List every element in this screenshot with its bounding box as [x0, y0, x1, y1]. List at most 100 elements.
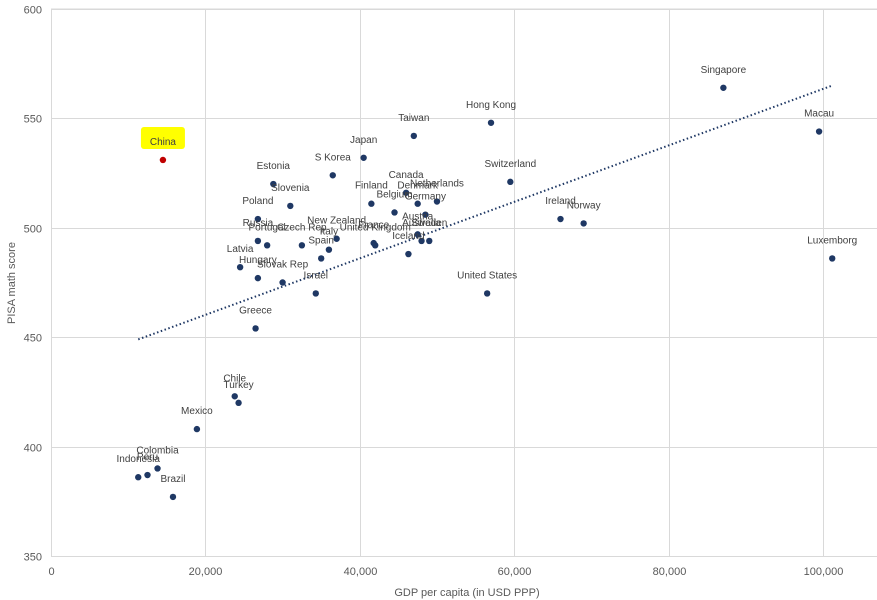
point-indonesia: [135, 474, 142, 481]
point-new-zealand: [333, 235, 340, 242]
label-australia: Australia: [402, 218, 441, 229]
point-poland: [254, 215, 262, 223]
point-singapore: [720, 84, 727, 91]
label-germany: Germany: [405, 192, 446, 203]
point-portugal: [263, 242, 271, 249]
y-tick-label: 500: [24, 224, 42, 236]
label-sweden: Sweden: [411, 218, 447, 229]
point-hungary: [254, 274, 262, 282]
point-czech-rep: [298, 242, 306, 249]
point-norway: [580, 220, 587, 227]
y-tick-label: 450: [24, 333, 42, 345]
label-s-korea: S Korea: [315, 152, 352, 163]
x-tick-label: 60,000: [498, 566, 532, 578]
label-new-zealand: New Zealand: [307, 216, 366, 227]
x-axis-title: GDP per capita (in USD PPP): [394, 587, 539, 599]
point-canada: [402, 189, 410, 196]
gridlines: [51, 8, 877, 557]
trendline-group: [137, 84, 833, 341]
label-israel: Israel: [304, 270, 328, 281]
point-latvia: [236, 263, 244, 271]
point-japan: [360, 154, 367, 161]
axis-ticks: 350 400 450 500 550 600 0 20,000 40,000 60,000 80,…: [24, 5, 844, 579]
label-mexico: Mexico: [181, 406, 213, 417]
label-colombia: Colombia: [136, 445, 179, 456]
point-china: [159, 156, 167, 164]
point-slovak-rep: [279, 279, 286, 286]
point-austria: [414, 231, 421, 238]
point-estonia: [270, 180, 277, 188]
label-portugal: Portugal: [249, 222, 286, 233]
point-ireland: [557, 215, 564, 223]
y-tick-label: 550: [24, 114, 42, 126]
data-points: China Singapore Macau Luxemborg Hong Kong Tai…: [117, 65, 857, 501]
label-ireland: Ireland: [545, 196, 576, 207]
x-tick-label: 80,000: [653, 566, 687, 578]
label-chile: Chile: [223, 373, 246, 384]
label-spain: Spain: [308, 235, 334, 246]
label-luxemborg: Luxemborg: [807, 235, 857, 246]
label-china: China: [150, 137, 177, 148]
point-macau: [815, 128, 823, 135]
x-tick-label: 0: [48, 566, 54, 578]
point-united-states: [483, 290, 491, 297]
label-poland: Poland: [242, 196, 273, 207]
label-peru: Peru: [137, 452, 158, 463]
label-russia: Russia: [243, 218, 274, 229]
point-colombia: [154, 465, 161, 472]
x-tick-label: 20,000: [189, 566, 223, 578]
point-spain: [317, 255, 325, 262]
label-canada: Canada: [389, 170, 424, 181]
x-tick-label: 40,000: [344, 566, 378, 578]
point-s-korea: [329, 172, 336, 179]
label-japan: Japan: [350, 135, 377, 146]
point-belgium: [391, 209, 398, 216]
label-netherlands: Netherlands: [410, 179, 464, 190]
label-iceland: Iceland: [392, 231, 424, 242]
label-slovak-rep: Slovak Rep: [257, 260, 309, 271]
label-switzerland: Switzerland: [484, 159, 536, 170]
label-united-states: United States: [457, 270, 517, 281]
point-hong-kong: [487, 119, 495, 126]
point-netherlands: [433, 198, 441, 205]
point-peru: [144, 471, 151, 479]
y-tick-label: 350: [24, 552, 42, 564]
point-brazil: [169, 493, 177, 501]
point-sweden: [426, 237, 433, 245]
point-italy: [325, 246, 333, 253]
point-switzerland: [507, 178, 514, 186]
label-hungary: Hungary: [239, 255, 277, 266]
label-italy: Italy: [320, 227, 338, 238]
label-brazil: Brazil: [160, 474, 185, 485]
y-tick-label: 400: [24, 443, 42, 455]
label-singapore: Singapore: [701, 65, 747, 76]
point-mexico: [193, 425, 201, 433]
point-chile: [231, 393, 238, 400]
label-austria: Austria: [402, 211, 434, 222]
point-greece: [252, 325, 259, 332]
label-estonia: Estonia: [257, 161, 291, 172]
label-macau: Macau: [804, 109, 834, 120]
label-indonesia: Indonesia: [117, 454, 161, 465]
point-australia: [418, 237, 425, 245]
trendline: [137, 84, 833, 341]
label-belgium: Belgium: [376, 189, 412, 200]
label-france: France: [358, 220, 390, 231]
point-russia: [254, 237, 262, 245]
point-slovenia: [287, 202, 294, 210]
point-germany: [422, 211, 429, 218]
point-united-kingdom: [372, 242, 379, 249]
label-norway: Norway: [567, 200, 601, 211]
label-greece: Greece: [239, 305, 272, 316]
point-finland: [368, 200, 375, 207]
label-united-kingdom: United Kingdom: [340, 222, 411, 233]
highlight-china: [140, 126, 185, 149]
label-latvia: Latvia: [227, 244, 254, 255]
label-denmark: Denmark: [397, 181, 439, 192]
y-axis-title: PISA math score: [6, 242, 18, 324]
label-slovenia: Slovenia: [271, 183, 310, 194]
point-turkey: [235, 399, 242, 407]
y-tick-label: 600: [24, 5, 42, 17]
label-czech-rep: Czech Rep: [277, 222, 327, 233]
